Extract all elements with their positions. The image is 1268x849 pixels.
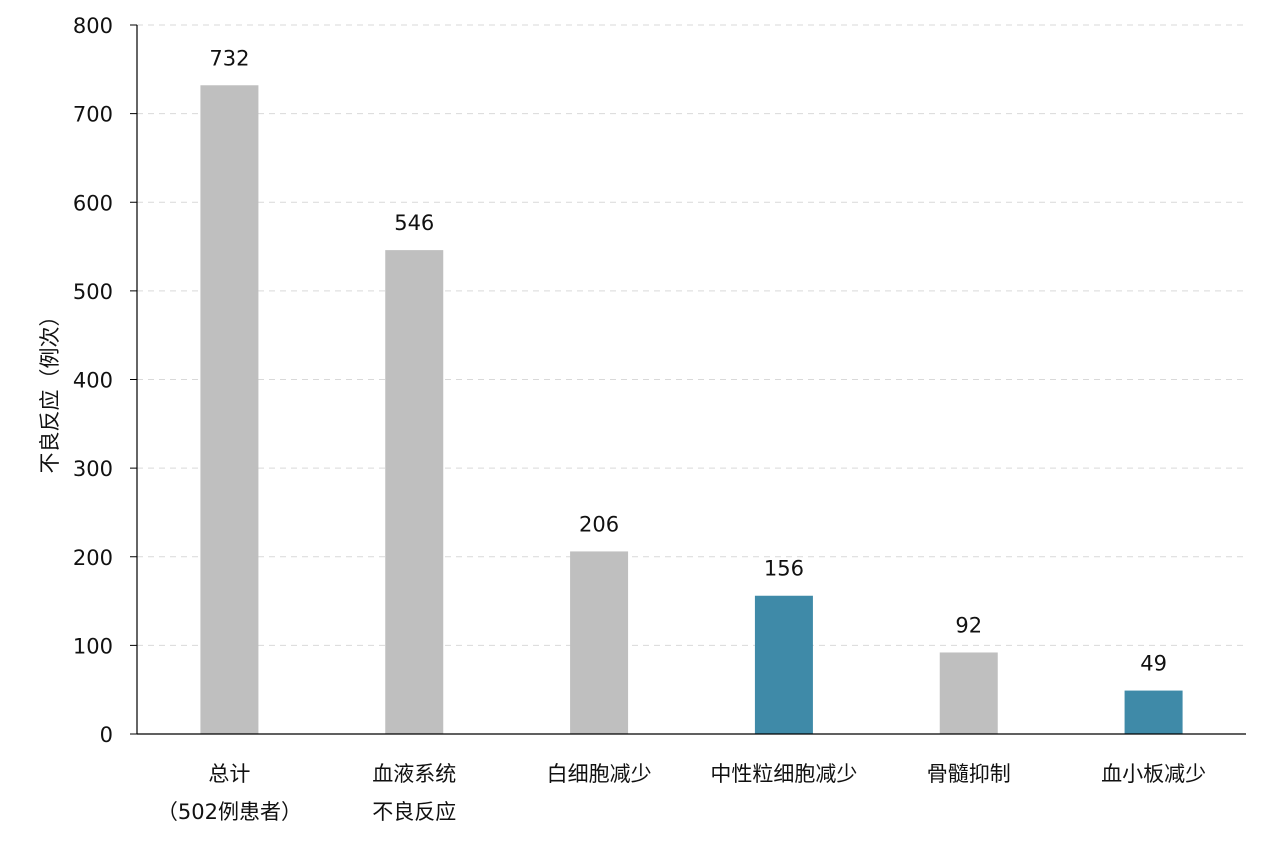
bar xyxy=(200,85,259,734)
y-tick-label: 300 xyxy=(73,457,113,481)
x-category-label: 血小板减少 xyxy=(1101,762,1206,786)
bars xyxy=(200,85,1183,735)
bar-value-label: 49 xyxy=(1140,652,1167,676)
y-tick-label: 700 xyxy=(73,103,113,127)
y-tick-label: 100 xyxy=(73,634,113,658)
bar-value-label: 546 xyxy=(394,211,434,235)
x-category-label: 血液系统 xyxy=(372,762,456,786)
x-category-label: 骨髓抑制 xyxy=(927,762,1011,786)
x-category-label: 白细胞减少 xyxy=(547,762,652,786)
y-tick-label: 500 xyxy=(73,280,113,304)
x-category-label: 中性粒细胞减少 xyxy=(710,762,857,786)
bar-value-label: 732 xyxy=(209,46,249,70)
x-category-label: 总计 xyxy=(208,762,250,786)
bar xyxy=(1124,690,1183,734)
y-axis-title: 不良反应（例次） xyxy=(38,306,62,474)
x-category-label: （502例患者） xyxy=(157,800,302,824)
x-category-label: 不良反应 xyxy=(372,800,456,824)
value-labels: 732 546 206 156 92 49 xyxy=(209,46,1167,675)
bar-value-label: 206 xyxy=(579,512,619,536)
bar-value-label: 156 xyxy=(764,557,804,581)
y-tick-label: 400 xyxy=(73,369,113,393)
y-tick-label: 200 xyxy=(73,546,113,570)
y-tick-labels: 0 100 200 300 400 500 600 700 800 xyxy=(73,14,137,747)
bar xyxy=(939,652,998,734)
bar-value-label: 92 xyxy=(955,613,982,637)
gridlines xyxy=(137,24,1246,646)
bar xyxy=(570,551,629,734)
y-tick-label: 600 xyxy=(73,191,113,215)
y-tick-label: 0 xyxy=(100,723,113,747)
y-tick-label: 800 xyxy=(73,14,113,38)
bar xyxy=(385,250,444,735)
bar xyxy=(754,595,813,734)
